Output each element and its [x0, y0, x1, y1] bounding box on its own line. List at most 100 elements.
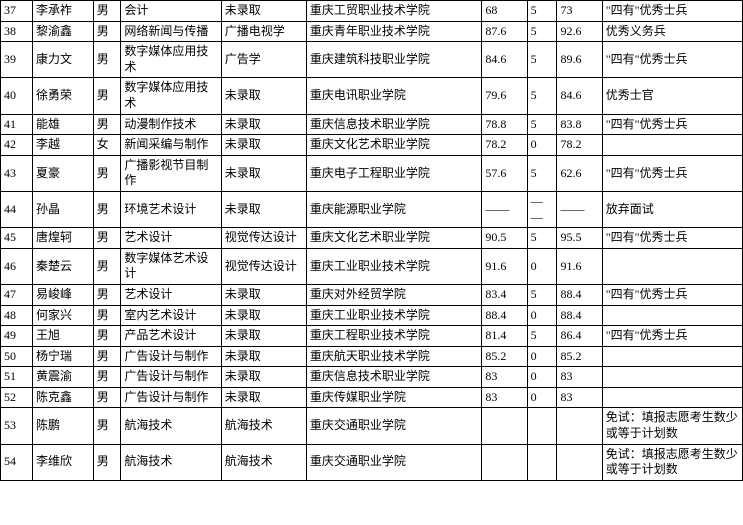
cell-school: 重庆航天职业技术学院: [306, 346, 482, 367]
cell-school: 重庆信息技术职业学院: [306, 114, 482, 135]
cell-score1: [482, 444, 527, 480]
cell-index: 43: [1, 155, 33, 191]
cell-gender: 女: [93, 135, 121, 156]
cell-index: 53: [1, 408, 33, 444]
cell-major2: 未录取: [221, 1, 306, 22]
table-row: 51黄震渝男广告设计与制作未录取重庆信息技术职业学院83083: [1, 367, 743, 388]
cell-school: 重庆工业职业技术学院: [306, 305, 482, 326]
table-row: 48何家兴男室内艺术设计未录取重庆工业职业技术学院88.4088.4: [1, 305, 743, 326]
cell-name: 秦楚云: [33, 248, 94, 284]
cell-remark: "四有"优秀士兵: [602, 114, 742, 135]
cell-major1: 广告设计与制作: [121, 387, 221, 408]
cell-school: 重庆能源职业学院: [306, 191, 482, 227]
cell-score3: [557, 444, 602, 480]
cell-major1: 新闻采编与制作: [121, 135, 221, 156]
cell-gender: 男: [93, 284, 121, 305]
cell-score2: 5: [527, 78, 557, 114]
cell-score1: 78.8: [482, 114, 527, 135]
cell-gender: 男: [93, 346, 121, 367]
cell-score1: 90.5: [482, 228, 527, 249]
cell-name: 何家兴: [33, 305, 94, 326]
cell-school: 重庆建筑科技职业学院: [306, 42, 482, 78]
cell-score2: 0: [527, 248, 557, 284]
cell-gender: 男: [93, 155, 121, 191]
cell-major1: 数字媒体应用技术: [121, 78, 221, 114]
cell-major2: 未录取: [221, 135, 306, 156]
cell-remark: 免试：填报志愿考生数少或等于计划数: [602, 408, 742, 444]
cell-index: 50: [1, 346, 33, 367]
cell-index: 52: [1, 387, 33, 408]
cell-school: 重庆交通职业学院: [306, 444, 482, 480]
cell-score1: 83: [482, 387, 527, 408]
cell-gender: 男: [93, 444, 121, 480]
cell-index: 46: [1, 248, 33, 284]
cell-score2: 5: [527, 42, 557, 78]
cell-major1: 网络新闻与传播: [121, 21, 221, 42]
cell-remark: [602, 367, 742, 388]
cell-major1: 艺术设计: [121, 228, 221, 249]
table-row: 44孙晶男环境艺术设计未录取重庆能源职业学院——————放弃面试: [1, 191, 743, 227]
cell-gender: 男: [93, 228, 121, 249]
cell-score3: 95.5: [557, 228, 602, 249]
cell-score3: 83.8: [557, 114, 602, 135]
cell-index: 37: [1, 1, 33, 22]
cell-name: 易峻峰: [33, 284, 94, 305]
cell-score1: 68: [482, 1, 527, 22]
cell-index: 51: [1, 367, 33, 388]
cell-major2: 未录取: [221, 191, 306, 227]
cell-major2: 未录取: [221, 284, 306, 305]
cell-name: 能雄: [33, 114, 94, 135]
cell-major1: 会计: [121, 1, 221, 22]
cell-index: 38: [1, 21, 33, 42]
cell-major2: 广告学: [221, 42, 306, 78]
cell-score2: [527, 408, 557, 444]
cell-major2: 未录取: [221, 114, 306, 135]
cell-school: 重庆文化艺术职业学院: [306, 228, 482, 249]
cell-score3: 89.6: [557, 42, 602, 78]
cell-score2: ——: [527, 191, 557, 227]
cell-gender: 男: [93, 305, 121, 326]
cell-school: 重庆对外经贸学院: [306, 284, 482, 305]
cell-index: 54: [1, 444, 33, 480]
cell-remark: [602, 387, 742, 408]
cell-gender: 男: [93, 78, 121, 114]
cell-remark: [602, 346, 742, 367]
cell-score3: 88.4: [557, 284, 602, 305]
cell-gender: 男: [93, 248, 121, 284]
cell-major1: 产品艺术设计: [121, 326, 221, 347]
cell-score3: [557, 408, 602, 444]
cell-score3: 85.2: [557, 346, 602, 367]
table-row: 47易峻峰男艺术设计未录取重庆对外经贸学院83.4588.4"四有"优秀士兵: [1, 284, 743, 305]
cell-score3: 84.6: [557, 78, 602, 114]
table-row: 54李维欣男航海技术航海技术重庆交通职业学院免试：填报志愿考生数少或等于计划数: [1, 444, 743, 480]
cell-score1: 81.4: [482, 326, 527, 347]
cell-score3: 83: [557, 367, 602, 388]
cell-school: 重庆电子工程职业学院: [306, 155, 482, 191]
cell-score3: 78.2: [557, 135, 602, 156]
table-row: 50杨宁瑞男广告设计与制作未录取重庆航天职业技术学院85.2085.2: [1, 346, 743, 367]
cell-school: 重庆文化艺术职业学院: [306, 135, 482, 156]
cell-name: 王旭: [33, 326, 94, 347]
table-row: 38黎渝鑫男网络新闻与传播广播电视学重庆青年职业技术学院87.6592.6优秀义…: [1, 21, 743, 42]
cell-major2: 航海技术: [221, 408, 306, 444]
cell-remark: "四有"优秀士兵: [602, 326, 742, 347]
cell-remark: "四有"优秀士兵: [602, 1, 742, 22]
cell-school: 重庆传媒职业学院: [306, 387, 482, 408]
cell-score1: ——: [482, 191, 527, 227]
cell-score3: 73: [557, 1, 602, 22]
cell-major1: 航海技术: [121, 444, 221, 480]
cell-score3: 86.4: [557, 326, 602, 347]
cell-score2: 5: [527, 228, 557, 249]
cell-index: 40: [1, 78, 33, 114]
cell-name: 黎渝鑫: [33, 21, 94, 42]
cell-gender: 男: [93, 42, 121, 78]
cell-remark: [602, 135, 742, 156]
cell-major2: 未录取: [221, 305, 306, 326]
cell-major1: 数字媒体艺术设计: [121, 248, 221, 284]
cell-score1: [482, 408, 527, 444]
cell-index: 44: [1, 191, 33, 227]
cell-remark: [602, 248, 742, 284]
table-row: 49王旭男产品艺术设计未录取重庆工程职业技术学院81.4586.4"四有"优秀士…: [1, 326, 743, 347]
cell-gender: 男: [93, 191, 121, 227]
cell-score1: 79.6: [482, 78, 527, 114]
